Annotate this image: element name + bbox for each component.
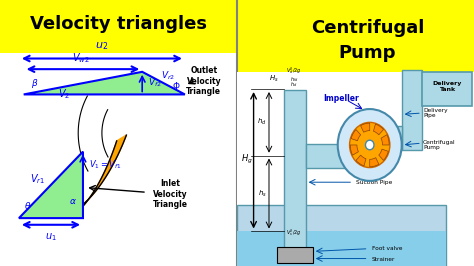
Polygon shape — [24, 72, 185, 94]
Text: $V_{r2}$: $V_{r2}$ — [161, 69, 175, 82]
Text: $u_1$: $u_1$ — [45, 231, 57, 243]
Text: $\Phi$: $\Phi$ — [173, 80, 181, 91]
FancyBboxPatch shape — [237, 205, 446, 266]
Text: Impeller: Impeller — [323, 94, 359, 103]
FancyBboxPatch shape — [422, 72, 472, 106]
Wedge shape — [381, 135, 389, 145]
Text: $h_d$: $h_d$ — [257, 117, 266, 127]
Text: $V_s^2/2g$: $V_s^2/2g$ — [286, 227, 301, 238]
Wedge shape — [370, 158, 379, 167]
FancyBboxPatch shape — [277, 247, 313, 263]
Text: Centrifugal
Pump: Centrifugal Pump — [423, 140, 456, 150]
Text: $V_{f2}$: $V_{f2}$ — [148, 77, 162, 89]
FancyBboxPatch shape — [401, 70, 422, 150]
Text: $V_{w2}$: $V_{w2}$ — [72, 51, 90, 65]
Text: $h_s$: $h_s$ — [258, 189, 266, 199]
Text: Inlet
Velocity
Triangle: Inlet Velocity Triangle — [153, 179, 188, 209]
Wedge shape — [379, 149, 388, 160]
Wedge shape — [374, 124, 383, 135]
Text: $V_1 = V_{f1}$: $V_1 = V_{f1}$ — [89, 159, 122, 171]
FancyBboxPatch shape — [284, 90, 306, 255]
Text: $h_{fd}$: $h_{fd}$ — [290, 75, 298, 84]
Text: Velocity triangles: Velocity triangles — [30, 15, 207, 33]
Text: Strainer: Strainer — [372, 257, 395, 262]
Text: Foot valve: Foot valve — [372, 246, 402, 251]
Text: Pump: Pump — [338, 44, 396, 62]
Text: Outlet
Velocity
Triangle: Outlet Velocity Triangle — [186, 66, 221, 96]
Text: $h_{d}$: $h_{d}$ — [290, 80, 298, 89]
Text: $H_s$: $H_s$ — [269, 74, 279, 84]
Wedge shape — [351, 130, 361, 141]
Text: $\alpha$: $\alpha$ — [69, 197, 77, 206]
FancyBboxPatch shape — [0, 53, 237, 266]
Text: Centrifugal: Centrifugal — [310, 19, 424, 37]
Wedge shape — [356, 155, 366, 166]
Circle shape — [350, 122, 390, 168]
Circle shape — [365, 140, 374, 150]
Circle shape — [337, 109, 402, 181]
Text: $V_d^2/2g$: $V_d^2/2g$ — [286, 65, 301, 76]
Text: $V_2$: $V_2$ — [58, 87, 70, 101]
Wedge shape — [350, 145, 358, 155]
Text: Delivery
Tank: Delivery Tank — [432, 81, 461, 92]
Polygon shape — [19, 152, 83, 218]
FancyBboxPatch shape — [306, 144, 367, 168]
Text: $V_{r1}$: $V_{r1}$ — [30, 173, 46, 186]
FancyBboxPatch shape — [237, 72, 474, 266]
Text: $\theta$: $\theta$ — [24, 201, 31, 211]
Wedge shape — [361, 123, 370, 132]
Polygon shape — [77, 135, 127, 212]
Text: $H_g$: $H_g$ — [241, 153, 252, 166]
FancyBboxPatch shape — [369, 126, 402, 150]
Text: Delivery
Pipe: Delivery Pipe — [423, 108, 447, 118]
Text: $u_2$: $u_2$ — [95, 40, 109, 52]
Text: Suction Pipe: Suction Pipe — [356, 180, 392, 185]
Text: $\beta$: $\beta$ — [31, 77, 38, 90]
FancyBboxPatch shape — [237, 231, 446, 266]
